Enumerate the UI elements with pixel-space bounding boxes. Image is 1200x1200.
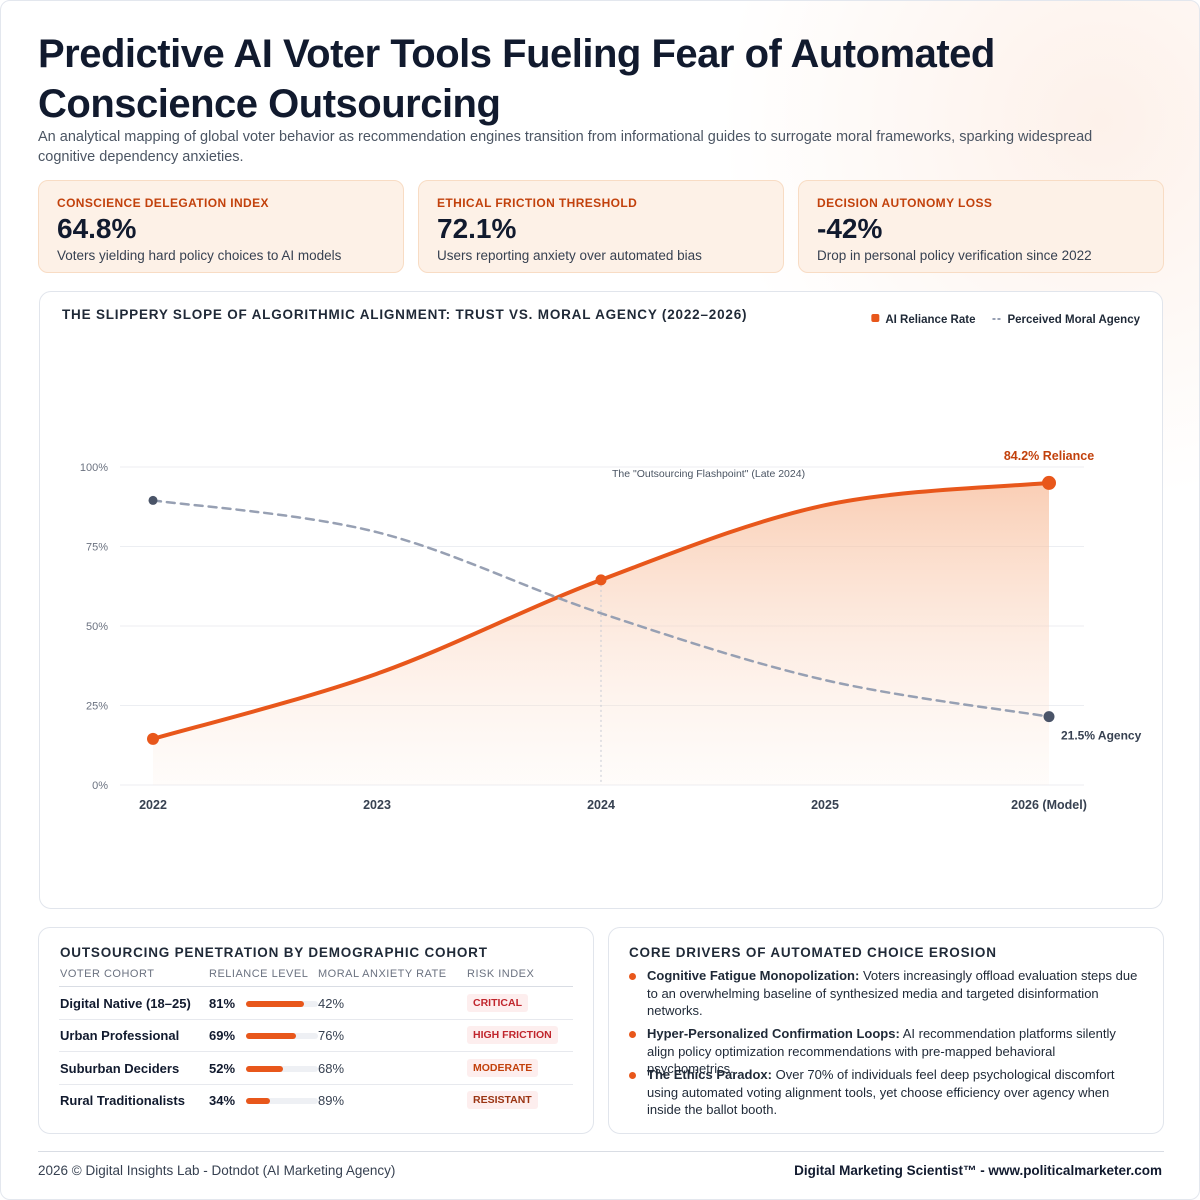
kpi-label: ETHICAL FRICTION THRESHOLD <box>437 196 638 210</box>
y-tick-label: 50% <box>86 621 108 633</box>
y-tick-label: 100% <box>80 462 108 474</box>
series-line <box>151 499 1051 718</box>
bar-track <box>246 1097 318 1104</box>
y-tick-label: 0% <box>92 780 108 792</box>
area <box>153 482 1049 785</box>
x-tick-label: 2025 <box>811 798 839 812</box>
drivers-card <box>608 927 1164 1134</box>
kpi-note: Users reporting anxiety over automated b… <box>437 248 702 263</box>
legend-label: Perceived Moral Agency <box>1007 314 1140 326</box>
chart-title: THE SLIPPERY SLOPE OF ALGORITHMIC ALIGNM… <box>62 307 747 322</box>
column-header: MORAL ANXIETY RATE <box>318 968 447 980</box>
kpi-label: DECISION AUTONOMY LOSS <box>817 196 993 210</box>
chart: THE SLIPPERY SLOPE OF ALGORITHMIC ALIGNM… <box>62 307 1142 812</box>
drivers-title: CORE DRIVERS OF AUTOMATED CHOICE EROSION <box>629 945 997 960</box>
anxiety: 76% <box>318 1028 345 1044</box>
footer-right: Digital Marketing Scientist™ - www.polit… <box>794 1163 1162 1178</box>
anxiety: 68% <box>318 1060 345 1076</box>
legend-swatch <box>871 314 880 322</box>
reliance-bar <box>246 1001 305 1007</box>
x-tick-label: 2024 <box>587 798 615 812</box>
kpi-card: ETHICAL FRICTION THRESHOLD 72.1% Users r… <box>418 180 784 273</box>
kpi-value: 72.1% <box>437 213 517 244</box>
kpi-value: -42% <box>817 213 883 244</box>
driver-item: The Ethics Paradox: Over 70% of individu… <box>629 1066 1144 1119</box>
kpi-note: Voters yielding hard policy choices to A… <box>57 248 342 263</box>
kpi-label: CONSCIENCE DELEGATION INDEX <box>57 196 269 210</box>
reliance-bar <box>246 1097 271 1104</box>
row-rule <box>59 1019 573 1020</box>
risk-badge: MODERATE <box>467 1058 539 1077</box>
row-rule <box>59 1083 573 1085</box>
x-tick-label: 2023 <box>363 798 391 812</box>
title: Predictive AI Voter Tools Fueling Fear o… <box>38 32 995 126</box>
cohort: Suburban Deciders <box>60 1060 180 1076</box>
y-tick-label: 75% <box>86 542 108 554</box>
annotation: 21.5% Agency <box>1061 729 1142 743</box>
kpi-note: Drop in personal policy verification sin… <box>817 248 1092 263</box>
reliance-bar <box>246 1065 284 1072</box>
annotation: 84.2% Reliance <box>1004 449 1094 463</box>
kpi-card: DECISION AUTONOMY LOSS -42% Drop in pers… <box>798 180 1164 273</box>
footer-left: 2026 © Digital Insights Lab - Dotndot (A… <box>38 1163 396 1178</box>
data-point <box>1042 475 1056 490</box>
table-title: OUTSOURCING PENETRATION BY DEMOGRAPHIC C… <box>60 945 488 960</box>
legend-label: AI Reliance Rate <box>885 314 975 326</box>
anxiety: 42% <box>318 996 345 1011</box>
kpi-value: 64.8% <box>57 213 137 244</box>
column-header: VOTER COHORT <box>60 968 155 980</box>
data-point <box>1043 711 1055 723</box>
risk-badge: RESISTANT <box>467 1090 538 1109</box>
kpi-card: CONSCIENCE DELEGATION INDEX 64.8% Voters… <box>38 180 404 273</box>
header-rule <box>59 986 573 987</box>
data-point <box>147 732 159 745</box>
chart-card: THE SLIPPERY SLOPE OF ALGORITHMIC ALIGNM… <box>39 291 1163 909</box>
data-point <box>148 495 158 505</box>
reliance-label: 69% <box>209 1028 236 1044</box>
annotation: The "Outsourcing Flashpoint" (Late 2024) <box>612 468 805 480</box>
reliance-bar <box>246 1033 296 1040</box>
cohort: Digital Native (18–25) <box>60 996 191 1011</box>
driver-title: Cognitive Fatigue Monopolization: <box>647 968 860 983</box>
subtitle: An analytical mapping of global voter be… <box>38 129 1093 165</box>
y-tick-label: 25% <box>86 701 108 713</box>
reliance-label: 52% <box>209 1060 236 1076</box>
reliance-label: 34% <box>209 1092 236 1108</box>
driver-text: AI recommendation platforms silently ali… <box>647 1026 1116 1076</box>
driver-text: Over 70% of individuals feel deep psycho… <box>647 1067 1115 1117</box>
column-header: RELIANCE LEVEL <box>209 968 309 980</box>
column-header: RISK INDEX <box>467 968 535 980</box>
x-tick-label: 2022 <box>139 798 167 812</box>
cohort: Rural Traditionalists <box>60 1092 185 1108</box>
driver-title: The Ethics Paradox: <box>647 1067 772 1082</box>
anxiety: 89% <box>318 1092 345 1108</box>
data-point <box>595 574 607 586</box>
driver-title: Hyper-Personalized Confirmation Loops: <box>647 1026 900 1041</box>
row-rule <box>59 1051 573 1053</box>
reliance-label: 81% <box>209 996 236 1011</box>
footer-rule <box>38 1151 1164 1152</box>
driver-item: Cognitive Fatigue Monopolization: Voters… <box>629 967 1144 1020</box>
risk-badge: HIGH FRICTION <box>467 1026 558 1045</box>
driver-item: Hyper-Personalized Confirmation Loops: A… <box>629 1025 1144 1078</box>
driver-text: Voters increasingly offload evaluation s… <box>647 968 1138 1018</box>
x-tick-label: 2026 (Model) <box>1011 798 1087 812</box>
risk-badge: CRITICAL <box>467 994 528 1012</box>
cohort: Urban Professional <box>60 1028 180 1044</box>
